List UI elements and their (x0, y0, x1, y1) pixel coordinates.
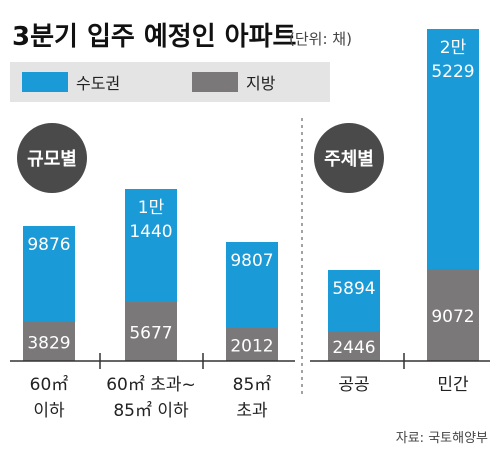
bar-label-capital-3-0: 5894 (332, 279, 375, 299)
chart-title: 3분기 입주 예정인 아파트 (12, 22, 297, 52)
bar-capital-0 (23, 226, 75, 322)
bar-regional-2 (226, 328, 278, 361)
badge-size-label: 규모별 (27, 149, 77, 170)
bars-layer: 9876 3829 1만 1440 5677 9807 2012 5894 2446 2만 5229… (10, 29, 490, 369)
bar-label-regional-3-0: 2446 (332, 338, 375, 358)
bar-regional-0 (23, 322, 75, 361)
bar-label-capital-0-0: 9876 (27, 235, 70, 255)
bar-label-regional-1-0: 5677 (129, 324, 172, 344)
bar-label-capital-4-0: 2만 (440, 38, 467, 58)
legend-swatch-capital (22, 72, 68, 92)
legend-label-capital: 수도권 (76, 74, 120, 93)
legend-label-regional: 지방 (246, 74, 276, 93)
category-labels-layer: 60㎡ 이하 60㎡ 초과~ 85㎡ 이하 85㎡ 초과 공공 민간 (30, 375, 469, 421)
source-note: 자료: 국토해양부 (396, 431, 488, 446)
category-label-2-1: 초과 (236, 401, 268, 421)
chart-unit: (단위: 채) (289, 30, 352, 48)
bar-label-capital-1-0: 1만 (138, 198, 165, 218)
bar-capital-4 (427, 29, 479, 269)
bar-label-regional-0-0: 3829 (27, 334, 70, 354)
category-label-0-0: 60㎡ (30, 375, 69, 395)
bar-capital-3 (328, 270, 380, 331)
category-label-1-0: 60㎡ 초과~ (106, 375, 196, 395)
bar-label-capital-4-1: 5229 (431, 62, 474, 82)
category-label-2-0: 85㎡ (233, 375, 272, 395)
category-label-0-1: 이하 (33, 401, 65, 421)
category-label-3-0: 공공 (338, 375, 369, 395)
badge-entity-label: 주체별 (324, 149, 374, 170)
bar-regional-1 (125, 302, 177, 361)
bar-label-regional-4-0: 9072 (431, 307, 474, 327)
badge-entity (314, 123, 384, 193)
bar-label-capital-1-1: 1440 (129, 222, 172, 242)
bar-label-capital-2-0: 9807 (230, 251, 273, 271)
bar-regional-4 (427, 269, 479, 361)
category-label-1-1: 85㎡ 이하 (113, 401, 189, 421)
bar-capital-1 (125, 189, 177, 302)
legend-swatch-regional (192, 72, 238, 92)
bar-capital-2 (226, 242, 278, 328)
category-label-4-0: 민간 (437, 375, 469, 395)
bar-label-regional-2-0: 2012 (230, 337, 273, 357)
badge-size (17, 123, 87, 193)
bar-regional-3 (328, 331, 380, 361)
